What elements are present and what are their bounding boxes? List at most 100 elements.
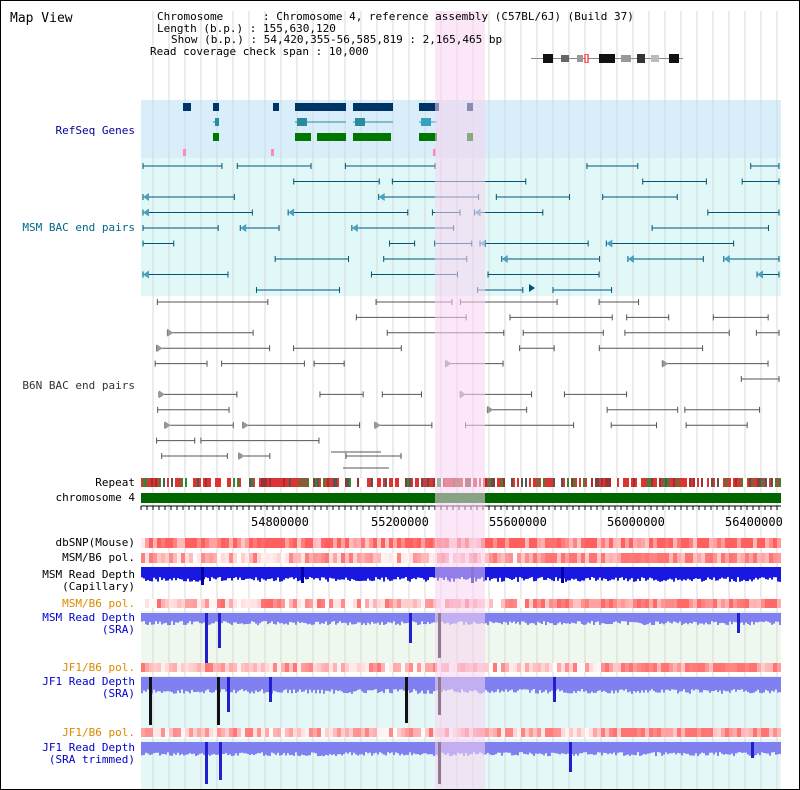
polymorphism-cell bbox=[605, 663, 609, 672]
read-depth-bar bbox=[735, 613, 737, 623]
polymorphism-cell bbox=[353, 599, 357, 608]
repeat-element bbox=[743, 478, 745, 487]
repeat-element bbox=[207, 478, 209, 487]
polymorphism-cell bbox=[401, 553, 405, 563]
track-label-refseq-genes[interactable]: RefSeq Genes bbox=[55, 124, 135, 137]
read-depth-bar bbox=[585, 567, 587, 579]
polymorphism-cell bbox=[753, 663, 757, 672]
repeat-element bbox=[659, 478, 661, 487]
repeat-element bbox=[355, 478, 357, 487]
polymorphism-cell bbox=[545, 728, 549, 737]
polymorphism-cell bbox=[749, 728, 753, 737]
polymorphism-cell bbox=[221, 538, 225, 548]
read-depth-bar bbox=[163, 677, 165, 692]
polymorphism-cell bbox=[553, 553, 557, 563]
repeat-element bbox=[229, 478, 231, 487]
repeat-element bbox=[541, 478, 543, 487]
track-label-jf1-b6-pol[interactable]: JF1/B6 pol. bbox=[62, 661, 135, 674]
polymorphism-cell bbox=[545, 663, 549, 672]
repeat-element bbox=[623, 478, 625, 487]
track-label-chromosome[interactable]: chromosome 4 bbox=[55, 491, 135, 504]
read-depth-bar bbox=[423, 742, 425, 754]
repeat-element bbox=[777, 478, 779, 487]
repeat-element bbox=[515, 478, 517, 487]
polymorphism-cell bbox=[313, 728, 317, 737]
read-depth-bar bbox=[227, 742, 229, 756]
read-depth-bar bbox=[677, 567, 679, 581]
polymorphism-cell bbox=[637, 599, 641, 608]
map-view-title: Map View bbox=[10, 11, 73, 26]
read-depth-bar bbox=[607, 567, 609, 582]
track-label-repeat[interactable]: Repeat bbox=[95, 476, 135, 489]
read-depth-bar bbox=[317, 742, 319, 757]
repeat-element bbox=[615, 478, 617, 487]
read-depth-bar bbox=[539, 613, 541, 623]
read-depth-bar bbox=[283, 742, 285, 754]
read-depth-bar bbox=[563, 677, 565, 693]
read-depth-bar bbox=[721, 613, 723, 623]
read-depth-bar bbox=[421, 677, 423, 691]
read-depth-bar bbox=[499, 567, 501, 578]
track-label-msm-bac[interactable]: MSM BAC end pairs bbox=[22, 221, 135, 234]
chromosome-ideogram[interactable] bbox=[531, 54, 683, 63]
read-depth-bar bbox=[691, 567, 693, 582]
read-depth-spike bbox=[149, 677, 152, 725]
polymorphism-cell bbox=[581, 728, 585, 737]
track-label-b6n-bac[interactable]: B6N BAC end pairs bbox=[22, 379, 135, 392]
track-label-msm-b6-pol-2[interactable]: MSM/B6 pol. bbox=[62, 597, 135, 610]
repeat-element bbox=[193, 478, 195, 487]
polymorphism-cell bbox=[145, 599, 149, 608]
read-depth-bar bbox=[649, 677, 651, 691]
read-depth-bar bbox=[235, 742, 237, 754]
read-depth-bar bbox=[373, 613, 375, 624]
track-label-msm-b6-pol[interactable]: MSM/B6 pol. bbox=[62, 551, 135, 564]
read-depth-bar bbox=[697, 613, 699, 625]
read-depth-bar bbox=[199, 742, 201, 754]
bac-end-arrow bbox=[156, 344, 163, 353]
read-depth-bar bbox=[503, 742, 505, 753]
read-depth-bar bbox=[657, 613, 659, 622]
coverage-value: 10,000 bbox=[328, 44, 369, 58]
polymorphism-cell bbox=[341, 663, 345, 672]
repeat-element bbox=[491, 478, 493, 487]
polymorphism-cell bbox=[601, 599, 605, 608]
track-label-jf1-b6-pol-2[interactable]: JF1/B6 pol. bbox=[62, 726, 135, 739]
polymorphism-cell bbox=[253, 538, 257, 548]
read-depth-bar bbox=[327, 677, 329, 691]
repeat-element bbox=[671, 478, 673, 487]
repeat-element bbox=[421, 478, 423, 487]
read-depth-spike bbox=[569, 742, 572, 772]
read-depth-bar bbox=[559, 677, 561, 692]
track-label-dbsnp[interactable]: dbSNP(Mouse) bbox=[55, 536, 135, 549]
track-label-jf1-read-depth-sra[interactable]: JF1 Read Depth bbox=[42, 675, 135, 688]
read-depth-bar bbox=[513, 567, 515, 580]
polymorphism-cell bbox=[549, 599, 553, 608]
repeat-element bbox=[607, 478, 609, 487]
polymorphism-cell bbox=[645, 728, 649, 737]
track-label-jf1-read-depth-trimmed[interactable]: JF1 Read Depth bbox=[42, 741, 135, 754]
polymorphism-cell bbox=[697, 538, 701, 548]
read-depth-bar bbox=[721, 742, 723, 754]
polymorphism-cell bbox=[385, 663, 389, 672]
polymorphism-cell bbox=[649, 538, 653, 548]
read-depth-bar bbox=[349, 677, 351, 693]
track-label-msm-read-depth-sra[interactable]: MSM Read Depth bbox=[42, 611, 135, 624]
read-depth-bar bbox=[687, 742, 689, 754]
read-depth-bar bbox=[673, 613, 675, 622]
repeat-element bbox=[235, 478, 237, 487]
polymorphism-cell bbox=[145, 728, 149, 737]
read-depth-bar bbox=[157, 613, 159, 624]
read-depth-bar bbox=[561, 742, 563, 754]
read-depth-spike bbox=[301, 567, 304, 583]
read-depth-bar bbox=[583, 677, 585, 692]
read-depth-bar bbox=[743, 742, 745, 753]
repeat-element bbox=[699, 478, 701, 487]
read-depth-bar bbox=[183, 677, 185, 694]
polymorphism-cell bbox=[721, 663, 725, 672]
read-depth-bar bbox=[685, 613, 687, 623]
track-label-msm-read-depth-capillary[interactable]: MSM Read Depth bbox=[42, 568, 135, 581]
polymorphism-cell bbox=[329, 728, 333, 737]
polymorphism-cell bbox=[485, 599, 489, 608]
polymorphism-cell bbox=[381, 599, 385, 608]
